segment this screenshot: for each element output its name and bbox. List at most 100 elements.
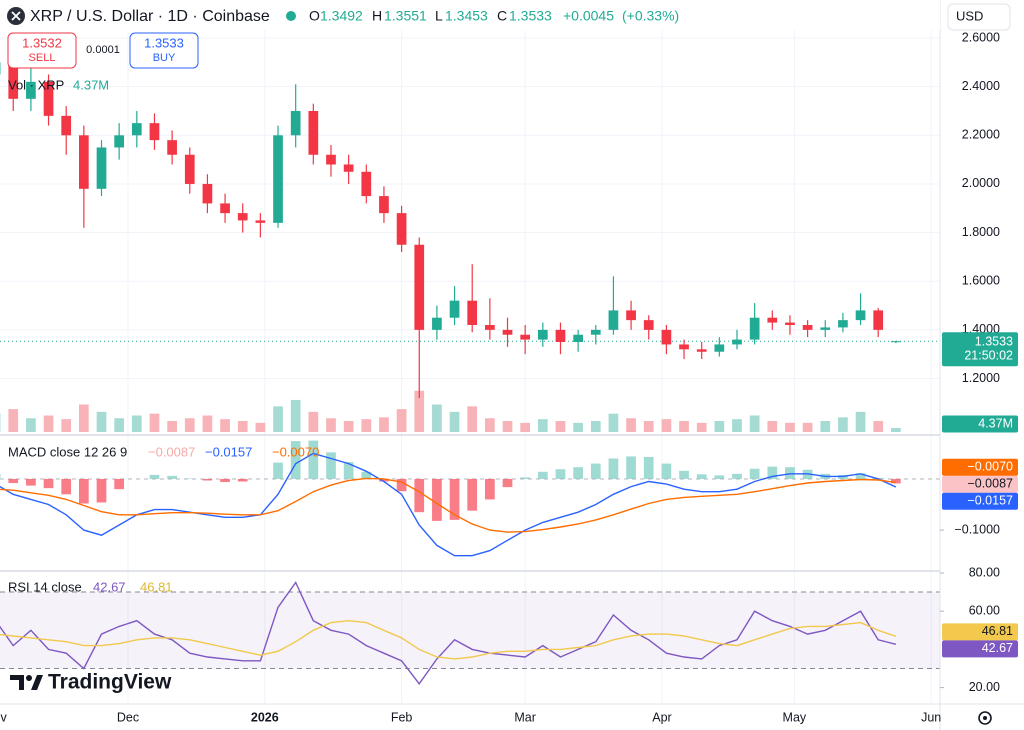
volume-bar [202, 415, 213, 432]
candle-body [537, 329, 548, 340]
currency-label[interactable]: USD [956, 8, 983, 23]
candle-body [290, 110, 301, 136]
volume-bar [661, 419, 672, 432]
indicator-line [0, 619, 897, 660]
macd-histogram-bar [732, 473, 742, 479]
volume-bar [873, 421, 884, 432]
candle-body [802, 324, 813, 330]
high-value: 1.3551 [384, 8, 427, 24]
volume-bar [891, 427, 901, 432]
y-tick-label: 2.6000 [962, 30, 1000, 44]
volume-bar [785, 422, 795, 432]
volume-bar [326, 418, 336, 432]
rsi-legend-value: 42.67 [93, 579, 126, 594]
buy-label[interactable]: BUY [153, 52, 176, 64]
price-tag-bg [942, 332, 1018, 367]
buy-button-frame[interactable] [129, 32, 199, 69]
volume-bar [696, 422, 707, 432]
candle-body [273, 135, 283, 223]
symbol-icon-mark [11, 11, 21, 21]
volume-bar [537, 419, 548, 432]
volume-bar [131, 415, 142, 432]
volume-bar [26, 418, 36, 432]
volume-bar [114, 418, 125, 432]
candle-body [590, 329, 601, 335]
candle-body [131, 123, 142, 136]
candle-body [396, 213, 407, 245]
currency-button-frame[interactable] [947, 3, 1011, 31]
macd-histogram-bar [467, 478, 478, 511]
buy-price[interactable]: 1.3533 [144, 35, 184, 50]
y-tick-label: 80.00 [969, 565, 1000, 579]
candle-body [520, 334, 531, 340]
macd-histogram-bar [237, 478, 248, 482]
macd-histogram-bar [343, 462, 354, 479]
candle-body [379, 196, 389, 214]
volume-bar [749, 415, 760, 432]
candle-body [343, 164, 354, 172]
settings-icon-center[interactable] [983, 716, 987, 720]
macd-histogram-bar [590, 463, 601, 479]
y-tick-label: 2.0000 [962, 176, 1000, 190]
x-tick-label: Nov [0, 710, 7, 724]
price-tag-text: 1.3533 [975, 335, 1013, 349]
x-tick-label: Jun [921, 710, 941, 724]
currency-button[interactable]: USD [947, 3, 1011, 31]
settings-icon[interactable] [978, 711, 992, 725]
sell-price[interactable]: 1.3532 [22, 35, 62, 50]
volume-bar [855, 411, 866, 432]
macd-histogram-bar [661, 463, 672, 479]
y-tick-label: 2.4000 [962, 79, 1000, 93]
volume-bar [220, 419, 230, 432]
volume-bar [555, 421, 566, 432]
indicator-tag-text: 42.67 [982, 641, 1013, 655]
candle-body [714, 344, 725, 352]
logo-mark [31, 675, 43, 690]
header: XRP / U.S. Dollar · 1D · Coinbase O 1.34… [0, 0, 940, 30]
y-tick-label: 1.8000 [962, 225, 1000, 239]
macd-histogram-bar [414, 478, 425, 513]
candle-body [485, 324, 495, 330]
volume-tag-text: 4.37M [978, 416, 1013, 430]
macd-histogram-bar [520, 477, 531, 479]
settings-button[interactable] [978, 711, 992, 725]
macd-legend-histogram: −0.0087 [148, 444, 195, 459]
indicator-line [0, 452, 897, 557]
volume-bar [432, 404, 442, 432]
sell-label[interactable]: SELL [29, 52, 56, 64]
close-label: C [497, 8, 507, 24]
sell-button-frame[interactable] [7, 32, 77, 69]
macd-histogram-bar [26, 478, 36, 486]
indicator-tag-text: 46.81 [982, 624, 1013, 638]
macd-histogram-bar [326, 452, 336, 479]
macd-histogram-bar [361, 471, 372, 479]
volume-bar [573, 422, 583, 432]
macd-histogram-bar [643, 456, 654, 479]
macd-histogram-bar [502, 478, 513, 488]
buy-button[interactable]: 1.3533 BUY [129, 32, 199, 69]
candle-body [838, 320, 848, 328]
macd-histogram-bar [432, 478, 442, 521]
indicator-tag-text: −0.0070 [967, 460, 1013, 474]
candle-body [26, 81, 36, 99]
volume-bar [96, 411, 107, 432]
macd-histogram-bar [608, 458, 619, 479]
volume-bar [520, 422, 531, 432]
x-tick-label: Apr [652, 710, 671, 724]
macd-histogram-bar [891, 478, 901, 484]
macd-histogram-bar [273, 462, 283, 479]
sell-button[interactable]: 1.3532 SELL [7, 32, 77, 69]
volume-bar [626, 418, 636, 432]
candle-body [449, 300, 460, 318]
candle-body [255, 220, 266, 223]
candle-body [749, 317, 760, 340]
change-value: +0.0045 [563, 8, 614, 24]
indicator-tag-text: −0.0157 [967, 494, 1013, 508]
candle-body [555, 329, 566, 343]
volume-bar [308, 411, 319, 432]
volume-tag-bg [942, 415, 1018, 433]
volume-bar [149, 413, 160, 432]
candle-body [679, 344, 689, 350]
volume-bar [43, 415, 54, 432]
